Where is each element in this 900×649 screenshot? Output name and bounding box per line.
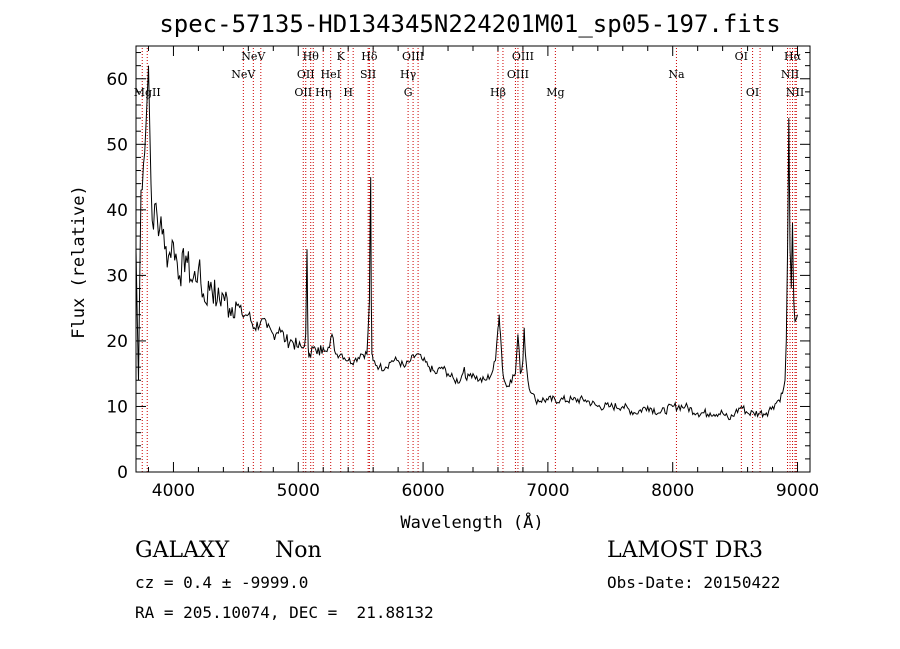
line-label-bot-4: G [404,86,413,99]
line-label-mid-1: OII [297,68,315,81]
line-label-mid-5: OIII [507,68,529,81]
y-tick-label-4: 40 [106,201,128,221]
y-tick-label-3: 30 [106,266,128,286]
line-label-top-2: K [337,50,346,63]
chart-title: spec-57135-HD134345N224201M01_sp05-197.f… [159,10,780,38]
line-label-mid-3: SII [360,68,376,81]
line-label-bot-2: Hη [315,86,331,99]
x-tick-label-1: 5000 [277,481,320,501]
y-tick-label-2: 20 [106,332,128,352]
object-subclass: Non [275,538,322,563]
line-label-top-7: Hα [784,50,802,63]
line-label-mid-0: NeV [231,68,256,81]
coordinates: RA = 205.10074, DEC = 21.88132 [135,603,434,622]
x-tick-label-2: 6000 [401,481,444,501]
object-class: GALAXY [135,538,230,563]
line-label-top-3: Hδ [361,50,378,63]
line-labels: NeV Hθ K Hδ OIII OIII OI Hα NeV OII HeI SII Hγ OIII Na… [134,50,804,99]
line-label-mid-4: Hγ [400,68,417,81]
line-label-bot-3: H [343,86,353,99]
y-tick-label-1: 10 [106,397,128,417]
line-label-bot-7: OI [746,86,759,99]
line-label-top-1: Hθ [303,50,320,63]
y-axis: 0 10 20 30 40 50 60 [106,52,810,483]
x-axis-label: Wavelength (Å) [400,511,543,533]
obs-date: Obs-Date: 20150422 [607,573,781,592]
line-label-bot-1: OII [294,86,312,99]
line-label-mid-2: HeI [320,68,340,81]
line-label-bot-8: NII [786,86,804,99]
y-tick-label-6: 60 [106,70,128,90]
line-label-top-5: OIII [512,50,534,63]
line-label-mid-6: Na [668,68,685,81]
plot-frame [135,45,811,473]
y-axis-label: Flux (relative) [69,185,89,339]
spectrum-line [135,65,798,421]
line-markers [141,48,797,472]
line-label-mid-7: NII [781,68,799,81]
x-axis: 4000 5000 6000 7000 8000 9000 [147,46,819,501]
line-label-top-0: NeV [241,50,266,63]
y-tick-label-0: 0 [117,463,128,483]
line-label-bot-6: Mg [546,86,564,99]
x-tick-label-0: 4000 [152,481,195,501]
line-label-bot-5: Hβ [490,86,506,99]
y-tick-label-5: 50 [106,135,128,155]
redshift-line: cz = 0.4 ± -9999.0 [135,573,309,592]
x-tick-label-5: 9000 [776,481,819,501]
line-label-top-4: OIII [402,50,424,63]
x-tick-label-4: 8000 [651,481,694,501]
line-label-top-6: OI [735,50,748,63]
x-tick-label-3: 7000 [526,481,569,501]
survey-name: LAMOST DR3 [607,538,763,563]
